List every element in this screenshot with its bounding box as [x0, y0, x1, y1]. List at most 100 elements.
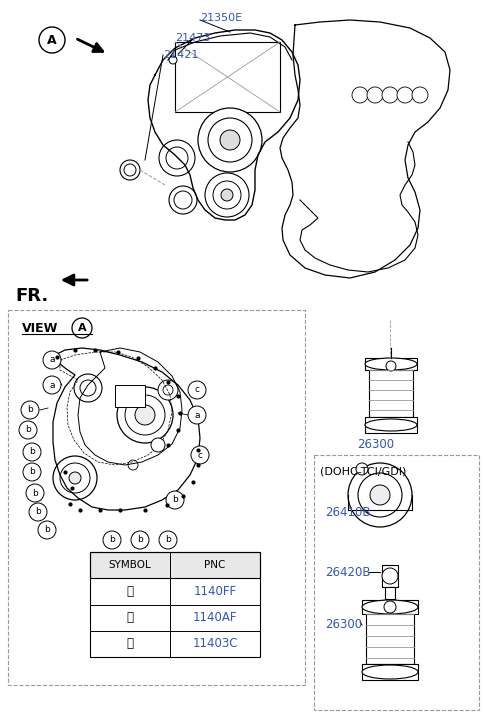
Circle shape	[29, 503, 47, 521]
Text: b: b	[165, 536, 171, 545]
Circle shape	[358, 473, 402, 517]
Bar	[115, 385, 145, 407]
Text: b: b	[27, 406, 33, 414]
Circle shape	[384, 601, 396, 613]
Bar	[90, 552, 260, 578]
Text: A: A	[78, 323, 86, 333]
Circle shape	[348, 463, 412, 527]
Ellipse shape	[382, 568, 398, 584]
Circle shape	[38, 521, 56, 539]
Bar	[382, 565, 398, 587]
Text: b: b	[172, 496, 178, 505]
Text: b: b	[32, 489, 38, 497]
Text: c: c	[195, 385, 199, 395]
Circle shape	[412, 87, 428, 103]
Circle shape	[158, 380, 178, 400]
Circle shape	[367, 87, 383, 103]
Circle shape	[163, 385, 173, 395]
Text: 11403C: 11403C	[192, 638, 238, 651]
Circle shape	[69, 472, 81, 484]
Text: b: b	[25, 425, 31, 435]
Circle shape	[43, 376, 61, 394]
Circle shape	[198, 108, 262, 172]
Circle shape	[103, 531, 121, 549]
Text: ⓐ: ⓐ	[127, 585, 133, 598]
Circle shape	[166, 491, 184, 509]
Circle shape	[53, 456, 97, 500]
Text: c: c	[198, 451, 202, 459]
Circle shape	[386, 361, 396, 371]
Text: FR.: FR.	[15, 287, 48, 305]
Bar	[365, 358, 417, 370]
Text: b: b	[35, 507, 41, 516]
Text: (DOHC-TCI/GDI): (DOHC-TCI/GDI)	[320, 467, 406, 477]
Circle shape	[352, 87, 368, 103]
Bar	[366, 614, 414, 664]
Circle shape	[188, 381, 206, 399]
Ellipse shape	[365, 419, 417, 431]
Circle shape	[43, 351, 61, 369]
Circle shape	[208, 118, 252, 162]
Bar	[90, 552, 260, 657]
Text: 26420B: 26420B	[325, 566, 370, 579]
Circle shape	[74, 374, 102, 402]
Text: A: A	[47, 33, 57, 47]
Circle shape	[191, 446, 209, 464]
Circle shape	[117, 387, 173, 443]
Text: b: b	[137, 536, 143, 545]
Circle shape	[125, 395, 165, 435]
Text: 21350E: 21350E	[200, 13, 242, 23]
Text: 1140FF: 1140FF	[193, 585, 237, 598]
Text: ⓑ: ⓑ	[127, 611, 133, 624]
Bar	[8, 310, 305, 685]
Text: 21473: 21473	[175, 33, 211, 43]
Circle shape	[23, 463, 41, 481]
Circle shape	[60, 463, 90, 493]
Text: 26300: 26300	[325, 619, 362, 632]
Text: PNC: PNC	[204, 560, 226, 570]
Circle shape	[382, 87, 398, 103]
Circle shape	[135, 405, 155, 425]
Circle shape	[23, 443, 41, 461]
Circle shape	[397, 87, 413, 103]
Circle shape	[166, 147, 188, 169]
Circle shape	[26, 484, 44, 502]
Circle shape	[131, 531, 149, 549]
Text: SYMBOL: SYMBOL	[109, 560, 151, 570]
Ellipse shape	[365, 358, 417, 370]
Circle shape	[19, 421, 37, 439]
Text: b: b	[109, 536, 115, 545]
Circle shape	[120, 160, 140, 180]
Circle shape	[21, 401, 39, 419]
Circle shape	[356, 463, 368, 475]
Text: b: b	[44, 526, 50, 534]
Circle shape	[221, 189, 233, 201]
Circle shape	[220, 130, 240, 150]
Circle shape	[174, 191, 192, 209]
Text: 21421: 21421	[163, 50, 199, 60]
Text: a: a	[194, 411, 200, 419]
Text: b: b	[29, 448, 35, 457]
Text: a: a	[49, 356, 55, 364]
Bar	[365, 417, 417, 433]
Bar	[369, 370, 413, 417]
Bar	[175, 42, 280, 112]
Ellipse shape	[362, 665, 418, 679]
Circle shape	[80, 380, 96, 396]
Text: b: b	[29, 467, 35, 476]
Circle shape	[169, 186, 197, 214]
Ellipse shape	[362, 600, 418, 614]
Circle shape	[72, 318, 92, 338]
Text: a: a	[49, 380, 55, 390]
Bar	[385, 587, 395, 599]
Circle shape	[39, 27, 65, 53]
Bar	[362, 600, 418, 614]
Text: 26300: 26300	[357, 438, 395, 451]
Bar	[314, 455, 479, 710]
Circle shape	[159, 140, 195, 176]
Text: VIEW: VIEW	[22, 321, 58, 334]
Text: 1140AF: 1140AF	[193, 611, 237, 624]
Text: ⓒ: ⓒ	[127, 638, 133, 651]
Text: 26410B: 26410B	[325, 507, 370, 520]
Circle shape	[213, 181, 241, 209]
